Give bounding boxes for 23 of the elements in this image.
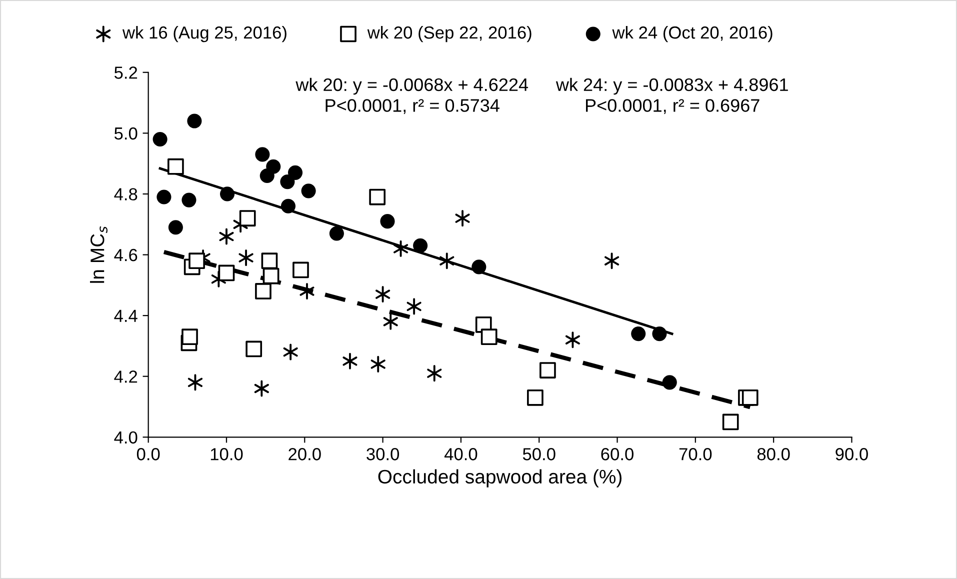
x-tick-label: 40.0 (444, 448, 478, 460)
x-axis-title: Occluded sapwood area (%) (378, 469, 622, 488)
y-tick-label: 4.0 (114, 431, 138, 444)
annotation: wk 20: y = -0.0068x + 4.6224 P<0.0001, r² = 0.5734 (296, 78, 528, 114)
y-axis-title: ln MC$_{s}$ (90, 226, 108, 283)
x-tick-label: 10.0 (210, 448, 243, 460)
y-tick-label: 4.8 (114, 188, 138, 200)
legend-label: wk 20 (Sep 22, 2016) (367, 26, 532, 42)
y-tick-label: 5.2 (114, 66, 138, 79)
x-tick-label: 70.0 (679, 448, 712, 460)
legend-label: wk 24 (Oct 20, 2016) (612, 26, 772, 42)
y-tick-label: 4.6 (114, 248, 138, 262)
x-tick-label: 20.0 (288, 448, 321, 460)
x-tick-label: 0.0 (136, 448, 160, 460)
x-tick-label: 50.0 (522, 448, 556, 460)
x-tick-label: 60.0 (601, 448, 634, 460)
x-tick-label: 30.0 (366, 448, 400, 460)
y-tick-label: 4.2 (114, 370, 138, 383)
annotation: wk 24: y = -0.0083x + 4.8961 P<0.0001, r² = 0.6967 (556, 78, 788, 114)
x-tick-label: 80.0 (757, 448, 790, 460)
y-tick-label: 5.0 (114, 127, 138, 140)
x-tick-label: 90.0 (836, 448, 868, 460)
y-tick-label: 4.4 (114, 310, 138, 322)
